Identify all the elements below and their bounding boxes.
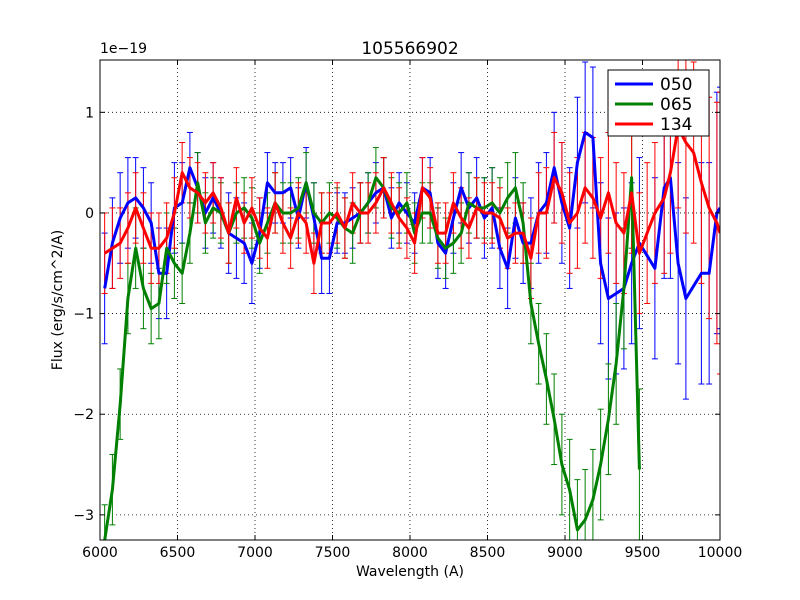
legend-label-065: 065 [660,95,692,115]
x-tick-label: 9500 [625,545,661,561]
x-tick-label: 8500 [470,545,506,561]
series-line-050 [103,131,720,300]
legend-label-134: 134 [660,115,692,135]
y-axis-label: Flux (erg/s/cm^2/A) [50,230,66,370]
legend-label-050: 050 [660,75,692,95]
y-tick-label: 0 [85,206,94,222]
x-tick-label: 7000 [237,545,273,561]
x-axis-label: Wavelength (A) [356,564,464,580]
axis-ticks: 6000 6500 7000 7500 8000 8500 9000 9500 10000 1 0 −… [73,60,742,561]
x-tick-label: 8000 [392,545,428,561]
series-lines [103,60,720,540]
x-tick-label: 10000 [698,545,743,561]
y-offset-label: 1e−19 [100,41,147,57]
series-line-065 [103,176,641,540]
y-tick-label: 1 [85,105,94,121]
x-tick-label: 7500 [315,545,351,561]
series-line-134 [103,125,720,265]
y-tick-label: −2 [73,407,94,423]
x-tick-label: 9000 [547,545,583,561]
y-tick-label: −3 [73,508,94,524]
y-tick-label: −1 [73,307,94,323]
x-tick-label: 6000 [82,545,118,561]
x-tick-label: 6500 [160,545,196,561]
chart-title: 105566902 [361,39,458,59]
reference-line [574,60,575,61]
